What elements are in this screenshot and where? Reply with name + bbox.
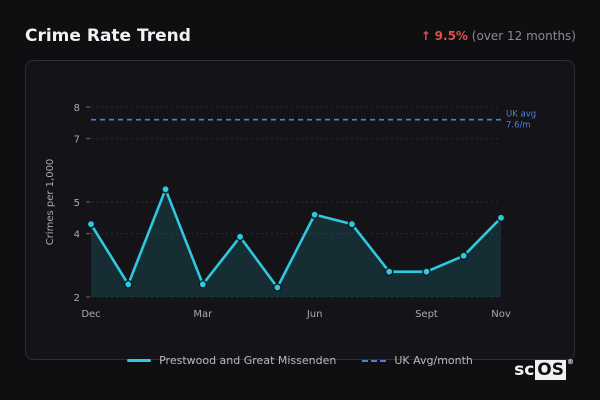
x-tick-label: Dec — [81, 309, 100, 320]
chart-title: Crime Rate Trend — [25, 26, 191, 46]
change-percent: 9.5% — [434, 29, 468, 43]
legend-avg-label: UK Avg/month — [394, 354, 473, 367]
data-point — [422, 267, 431, 276]
series-area-fill — [91, 189, 501, 297]
scos-logo: sc OS ® — [514, 358, 574, 380]
up-arrow-icon: ↑ — [420, 29, 431, 43]
logo-registered-mark: ® — [567, 358, 574, 366]
series-line — [89, 188, 502, 289]
legend-series-label: Prestwood and Great Missenden — [159, 354, 337, 367]
uk-avg-value-label: 7.6/m — [506, 121, 531, 131]
x-tick-label: Jun — [306, 309, 323, 320]
y-tick-label: 8 — [74, 103, 80, 114]
legend-avg-swatch — [362, 359, 387, 362]
chart-legend: Prestwood and Great Missenden UK Avg/mon… — [0, 354, 600, 367]
change-period: (over 12 months) — [471, 29, 576, 43]
data-point — [496, 213, 506, 223]
data-point — [347, 219, 357, 229]
data-point — [384, 267, 394, 276]
y-tick-label: 5 — [74, 198, 80, 209]
y-tick-label: 7 — [74, 135, 80, 146]
change-indicator: ↑ 9.5% (over 12 months) — [421, 29, 576, 43]
x-tick-label: Sept — [415, 309, 438, 320]
x-tick-label: Nov — [491, 309, 511, 320]
data-point — [273, 283, 282, 292]
logo-text-os: OS — [535, 360, 566, 380]
legend-item-avg[interactable]: UK Avg/month — [362, 354, 473, 367]
data-point — [235, 232, 245, 242]
legend-series-swatch — [127, 359, 152, 362]
data-point — [198, 280, 208, 289]
data-point — [86, 219, 96, 229]
uk-avg-label: UK avg — [506, 110, 536, 120]
data-point — [459, 251, 469, 261]
y-axis-label: Crimes per 1,000 — [45, 159, 56, 246]
data-point — [310, 210, 319, 219]
y-tick-label: 2 — [74, 293, 80, 304]
chart-panel — [25, 60, 575, 360]
data-point — [123, 280, 133, 289]
y-tick-label: 4 — [74, 230, 80, 241]
x-tick-label: Mar — [193, 309, 213, 320]
logo-text-sc: sc — [514, 360, 535, 380]
legend-item-series[interactable]: Prestwood and Great Missenden — [127, 354, 336, 367]
data-point — [161, 185, 170, 194]
